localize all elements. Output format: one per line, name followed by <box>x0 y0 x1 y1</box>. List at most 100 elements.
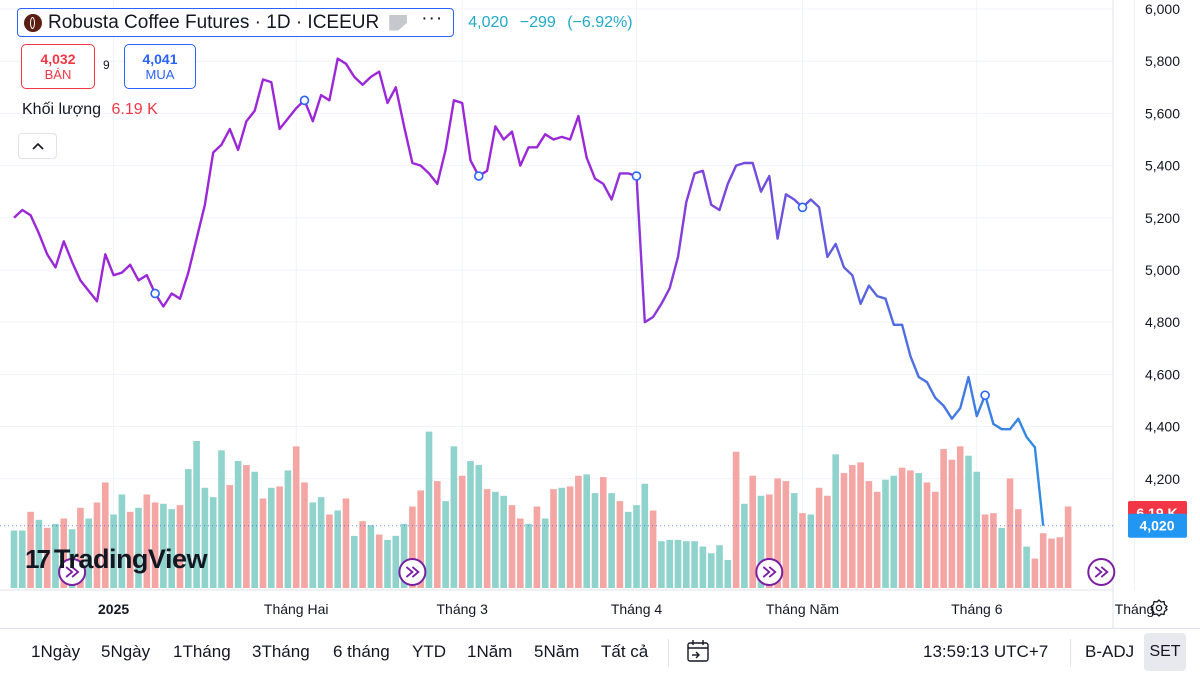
volume-bar[interactable] <box>824 495 831 588</box>
volume-bar[interactable] <box>575 475 582 588</box>
volume-bar[interactable] <box>126 511 134 588</box>
price-point-marker[interactable] <box>473 171 484 181</box>
volume-bar[interactable] <box>309 502 317 588</box>
volume-bar[interactable] <box>533 506 541 588</box>
axis-settings-gear-icon[interactable] <box>1149 598 1169 618</box>
clock-timezone[interactable]: 13:59:13 UTC+7 <box>923 642 1049 661</box>
volume-bar[interactable] <box>458 475 466 588</box>
range-5d[interactable]: 5Ngày <box>101 642 151 661</box>
volume-bar[interactable] <box>102 482 109 588</box>
price-point-marker[interactable] <box>631 171 642 181</box>
volume-bar[interactable] <box>940 449 947 588</box>
calendar-go-to-date-icon[interactable] <box>686 639 712 665</box>
volume-bar[interactable] <box>923 482 931 588</box>
volume-bar[interactable] <box>815 487 823 588</box>
volume-bar[interactable] <box>990 513 997 588</box>
volume-bar[interactable] <box>741 503 748 588</box>
volume-bar[interactable] <box>185 469 192 588</box>
price-point-marker[interactable] <box>980 390 990 401</box>
volume-bar[interactable] <box>209 497 217 588</box>
volume-bar[interactable] <box>1039 533 1047 588</box>
volume-bar[interactable] <box>268 487 275 588</box>
volume-bar[interactable] <box>1064 506 1072 588</box>
volume-bar[interactable] <box>1015 509 1022 588</box>
volume-bar[interactable] <box>27 511 34 588</box>
volume-bar[interactable] <box>807 514 815 589</box>
range-6m[interactable]: 6 tháng <box>333 642 390 661</box>
volume-bar[interactable] <box>77 507 84 588</box>
volume-bar[interactable] <box>799 513 806 588</box>
volume-bar[interactable] <box>326 514 333 589</box>
volume-bar[interactable] <box>367 525 375 588</box>
volume-bar[interactable] <box>259 498 267 588</box>
volume-bar[interactable] <box>284 470 292 588</box>
volume-bar[interactable] <box>558 487 566 588</box>
sell-button[interactable]: 4,032 BÁN <box>21 44 95 89</box>
volume-bar[interactable] <box>342 498 350 588</box>
volume-bar[interactable] <box>965 455 972 588</box>
volume-bar[interactable] <box>907 470 914 588</box>
volume-bar[interactable] <box>857 462 864 588</box>
volume-bar[interactable] <box>849 465 856 588</box>
volume-bar[interactable] <box>624 511 632 588</box>
volume-bar[interactable] <box>591 493 599 588</box>
price-point-marker[interactable] <box>299 95 310 106</box>
volume-bar[interactable] <box>375 534 383 588</box>
volume-bar[interactable] <box>915 473 922 588</box>
volume-bar[interactable] <box>151 502 159 588</box>
volume-bar[interactable] <box>409 506 416 588</box>
volume-bar[interactable] <box>425 431 433 588</box>
volume-bar[interactable] <box>276 486 283 588</box>
volume-bar[interactable] <box>616 501 624 588</box>
volume-bar[interactable] <box>201 487 209 588</box>
volume-bar[interactable] <box>600 477 607 588</box>
volume-bar[interactable] <box>19 530 26 588</box>
range-3m[interactable]: 3Tháng <box>252 642 310 661</box>
volume-bar[interactable] <box>1023 546 1030 588</box>
volume-bar[interactable] <box>566 486 574 588</box>
volume-bar[interactable] <box>1031 558 1039 588</box>
volume-bar[interactable] <box>649 510 657 588</box>
volume-bar[interactable] <box>541 518 549 588</box>
symbol-info-box[interactable]: Robusta Coffee Futures · 1D · ICEEUR ··· <box>17 7 455 37</box>
volume-bar[interactable] <box>666 539 673 588</box>
volume-bar[interactable] <box>658 541 665 588</box>
volume-bar[interactable] <box>93 502 101 588</box>
volume-bar[interactable] <box>400 523 408 588</box>
volume-bar[interactable] <box>475 465 483 588</box>
volume-bar[interactable] <box>52 523 59 588</box>
range-1d[interactable]: 1Ngày <box>31 642 81 661</box>
volume-bar[interactable] <box>10 530 18 588</box>
volume-bar[interactable] <box>873 491 881 588</box>
range-1m[interactable]: 1Tháng <box>173 642 231 661</box>
volume-bar[interactable] <box>749 475 756 588</box>
volume-bar[interactable] <box>351 535 358 588</box>
volume-bar[interactable] <box>583 474 590 588</box>
volume-bar[interactable] <box>774 478 781 588</box>
volume-bar[interactable] <box>757 495 765 588</box>
volume-bar[interactable] <box>392 535 400 588</box>
symbol-title[interactable]: Robusta Coffee Futures · 1D · ICEEUR <box>48 11 380 33</box>
volume-bar[interactable] <box>948 459 956 588</box>
collapse-legend-button[interactable] <box>18 133 57 159</box>
volume-bar[interactable] <box>716 545 723 588</box>
volume-bar[interactable] <box>840 473 848 588</box>
volume-bar[interactable] <box>832 454 839 588</box>
volume-bar[interactable] <box>898 467 906 588</box>
price-point-marker[interactable] <box>797 202 808 213</box>
volume-bar[interactable] <box>766 494 773 588</box>
volume-bar[interactable] <box>176 505 184 588</box>
volume-bar[interactable] <box>467 461 474 588</box>
volume-bar[interactable] <box>973 471 981 588</box>
volume-bar[interactable] <box>317 497 325 588</box>
volume-bar[interactable] <box>691 541 698 588</box>
volume-bar[interactable] <box>135 507 142 588</box>
volume-bar[interactable] <box>981 514 989 589</box>
more-options-icon[interactable]: ··· <box>421 7 444 29</box>
volume-bar[interactable] <box>525 523 532 588</box>
volume-bar[interactable] <box>674 539 682 588</box>
range-1y[interactable]: 1Năm <box>467 642 513 661</box>
buy-button[interactable]: 4,041 MUA <box>124 44 196 89</box>
volume-bar[interactable] <box>384 539 391 588</box>
volume-bar[interactable] <box>35 519 43 588</box>
